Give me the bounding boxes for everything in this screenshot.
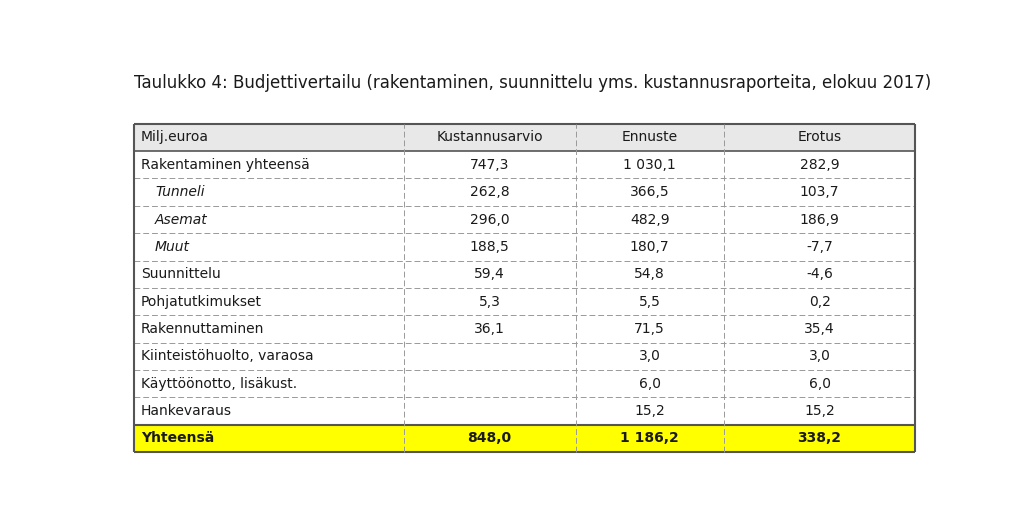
- Text: Ennuste: Ennuste: [622, 130, 678, 144]
- Text: 188,5: 188,5: [470, 240, 510, 254]
- Text: Kustannusarvio: Kustannusarvio: [436, 130, 543, 144]
- Text: 71,5: 71,5: [635, 322, 666, 336]
- Text: 282,9: 282,9: [800, 158, 840, 172]
- Text: 35,4: 35,4: [804, 322, 835, 336]
- Text: 5,5: 5,5: [639, 295, 660, 309]
- Text: Hankevaraus: Hankevaraus: [140, 404, 231, 418]
- Bar: [134, 288, 915, 315]
- Text: Pohjatutkimukset: Pohjatutkimukset: [140, 295, 262, 309]
- Text: 1 186,2: 1 186,2: [621, 432, 679, 446]
- Text: 15,2: 15,2: [804, 404, 835, 418]
- Text: Rakentaminen yhteensä: Rakentaminen yhteensä: [140, 158, 309, 172]
- Text: 296,0: 296,0: [470, 212, 510, 226]
- Text: 482,9: 482,9: [630, 212, 670, 226]
- Text: 186,9: 186,9: [800, 212, 840, 226]
- Bar: [134, 315, 915, 343]
- Text: Yhteensä: Yhteensä: [140, 432, 214, 446]
- Text: 36,1: 36,1: [474, 322, 505, 336]
- Text: 848,0: 848,0: [468, 432, 512, 446]
- Bar: [134, 124, 915, 452]
- Bar: [134, 206, 915, 233]
- Text: Asemat: Asemat: [155, 212, 208, 226]
- Bar: [134, 178, 915, 206]
- Text: Suunnittelu: Suunnittelu: [140, 267, 220, 281]
- Text: Muut: Muut: [155, 240, 190, 254]
- Text: Rakennuttaminen: Rakennuttaminen: [140, 322, 264, 336]
- Bar: [134, 425, 915, 452]
- Text: 59,4: 59,4: [474, 267, 505, 281]
- Text: 262,8: 262,8: [470, 185, 510, 199]
- Text: 6,0: 6,0: [809, 377, 830, 391]
- Text: 3,0: 3,0: [809, 349, 830, 363]
- Bar: [134, 124, 915, 151]
- Text: 338,2: 338,2: [798, 432, 842, 446]
- Bar: [134, 370, 915, 398]
- Text: 54,8: 54,8: [635, 267, 666, 281]
- Text: 747,3: 747,3: [470, 158, 509, 172]
- Text: Milj.euroa: Milj.euroa: [140, 130, 209, 144]
- Text: Taulukko 4: Budjettivertailu (rakentaminen, suunnittelu yms. kustannusraporteita: Taulukko 4: Budjettivertailu (rakentamin…: [134, 74, 932, 92]
- Text: -7,7: -7,7: [806, 240, 833, 254]
- Text: Kiinteistöhuolto, varaosa: Kiinteistöhuolto, varaosa: [140, 349, 313, 363]
- Text: 366,5: 366,5: [630, 185, 670, 199]
- Text: Tunneli: Tunneli: [155, 185, 205, 199]
- Text: 1 030,1: 1 030,1: [624, 158, 676, 172]
- Text: 103,7: 103,7: [800, 185, 840, 199]
- Text: 15,2: 15,2: [635, 404, 666, 418]
- Bar: [134, 151, 915, 178]
- Bar: [134, 398, 915, 425]
- Bar: [134, 233, 915, 261]
- Text: 6,0: 6,0: [639, 377, 660, 391]
- Bar: [134, 261, 915, 288]
- Text: 180,7: 180,7: [630, 240, 670, 254]
- Text: -4,6: -4,6: [806, 267, 834, 281]
- Text: 0,2: 0,2: [809, 295, 830, 309]
- Text: Käyttöönotto, lisäkust.: Käyttöönotto, lisäkust.: [140, 377, 297, 391]
- Bar: [134, 343, 915, 370]
- Text: Erotus: Erotus: [798, 130, 842, 144]
- Text: 5,3: 5,3: [479, 295, 501, 309]
- Text: 3,0: 3,0: [639, 349, 660, 363]
